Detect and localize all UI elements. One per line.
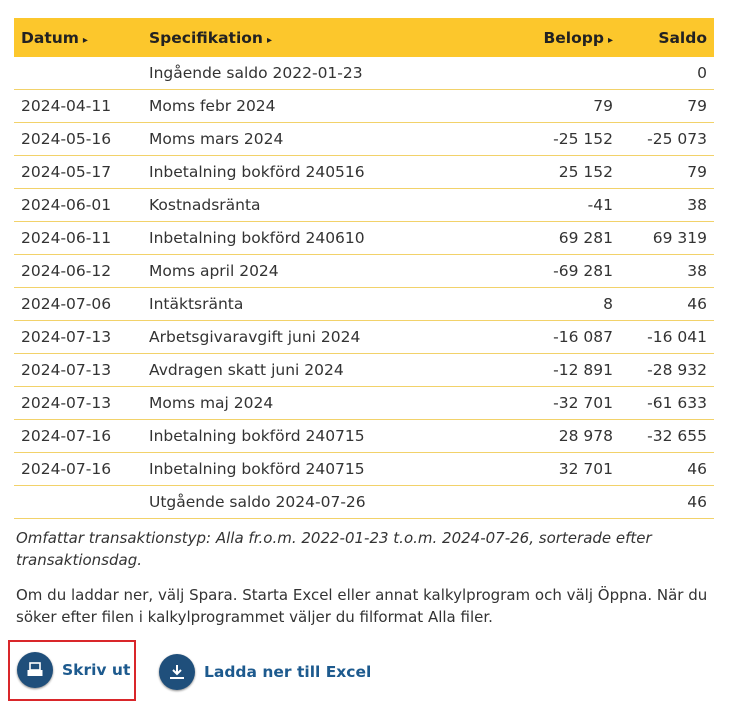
cell <box>456 485 620 519</box>
cell: Utgående saldo 2024-07-26 <box>142 485 456 519</box>
cell: -61 633 <box>620 386 714 420</box>
header-label: Specifikation <box>149 28 263 47</box>
cell: -16 087 <box>456 320 620 354</box>
cell: 2024-07-13 <box>14 386 142 420</box>
cell: 46 <box>620 452 714 486</box>
cell: -12 891 <box>456 353 620 387</box>
cell: -41 <box>456 188 620 222</box>
cell: Inbetalning bokförd 240715 <box>142 452 456 486</box>
table-body: Ingående saldo 2022-01-23 0 2024-04-11 Moms… <box>14 57 714 519</box>
cell: 2024-07-16 <box>14 419 142 453</box>
table-row: 2024-05-17 Inbetalning bokförd 240516 25 1… <box>14 155 714 189</box>
cell: Avdragen skatt juni 2024 <box>142 353 456 387</box>
cell: 69 281 <box>456 221 620 255</box>
cell: Inbetalning bokförd 240516 <box>142 155 456 189</box>
cell: 2024-04-11 <box>14 89 142 123</box>
info-text: Om du laddar ner, välj Spara. Starta Exc… <box>16 586 708 626</box>
cell: Kostnadsränta <box>142 188 456 222</box>
table-row: 2024-07-16 Inbetalning bokförd 240715 28 9… <box>14 419 714 453</box>
print-button[interactable]: Skriv ut <box>17 652 130 688</box>
cell: 2024-06-12 <box>14 254 142 288</box>
cell: 28 978 <box>456 419 620 453</box>
cell: Moms april 2024 <box>142 254 456 288</box>
cell: 38 <box>620 254 714 288</box>
cell: 2024-07-13 <box>14 320 142 354</box>
cell: 2024-07-06 <box>14 287 142 321</box>
cell: -25 073 <box>620 122 714 156</box>
cell: 0 <box>620 57 714 90</box>
cell: Ingående saldo 2022-01-23 <box>142 57 456 90</box>
download-icon <box>159 654 195 690</box>
cell: 79 <box>620 155 714 189</box>
cell: 32 701 <box>456 452 620 486</box>
table-row: 2024-06-01 Kostnadsränta -41 38 <box>14 188 714 222</box>
table-row: Utgående saldo 2024-07-26 46 <box>14 485 714 519</box>
cell: 79 <box>456 89 620 123</box>
cell: -69 281 <box>456 254 620 288</box>
cell: 2024-07-16 <box>14 452 142 486</box>
table-row: 2024-07-16 Inbetalning bokförd 240715 32 7… <box>14 452 714 486</box>
cell: 46 <box>620 287 714 321</box>
cell: Inbetalning bokförd 240610 <box>142 221 456 255</box>
table-row: 2024-07-13 Moms maj 2024 -32 701 -61 633 <box>14 386 714 420</box>
table-row: 2024-06-11 Inbetalning bokförd 240610 69 2… <box>14 221 714 255</box>
cell: Inbetalning bokförd 240715 <box>142 419 456 453</box>
table-row: 2024-07-13 Avdragen skatt juni 2024 -12 89… <box>14 353 714 387</box>
header-label: Saldo <box>658 28 707 47</box>
sort-header[interactable]: Belopp ▸ <box>456 18 620 57</box>
cell: -28 932 <box>620 353 714 387</box>
cell: -25 152 <box>456 122 620 156</box>
transactions-table: Datum ▸ Specifikation ▸ Belopp ▸ Saldo Ingå… <box>14 18 714 519</box>
cell: 8 <box>456 287 620 321</box>
header: Saldo <box>620 18 714 57</box>
table-row: 2024-04-11 Moms febr 2024 79 79 <box>14 89 714 123</box>
table-row: Ingående saldo 2022-01-23 0 <box>14 57 714 90</box>
table-row: 2024-07-06 Intäktsränta 8 46 <box>14 287 714 321</box>
cell: 38 <box>620 188 714 222</box>
cell: Moms mars 2024 <box>142 122 456 156</box>
cell <box>456 57 620 90</box>
cell: Intäktsränta <box>142 287 456 321</box>
cell: Moms febr 2024 <box>142 89 456 123</box>
cell: 79 <box>620 89 714 123</box>
table-row: 2024-07-13 Arbetsgivaravgift juni 2024 -16… <box>14 320 714 354</box>
table-row: 2024-05-16 Moms mars 2024 -25 152 -25 073 <box>14 122 714 156</box>
sort-header[interactable]: Datum ▸ <box>14 18 142 57</box>
button-label: Ladda ner till Excel <box>204 663 372 681</box>
highlight-box <box>8 640 136 701</box>
cell: Moms maj 2024 <box>142 386 456 420</box>
button-label: Skriv ut <box>62 661 131 679</box>
cell: 2024-05-16 <box>14 122 142 156</box>
cell: 2024-05-17 <box>14 155 142 189</box>
cell: 69 319 <box>620 221 714 255</box>
cell: 2024-07-13 <box>14 353 142 387</box>
print-icon <box>17 652 53 688</box>
note: Omfattar transaktionstyp: Alla fr.o.m. 2… <box>16 529 652 569</box>
excel-button[interactable]: Ladda ner till Excel <box>159 654 371 690</box>
cell <box>14 57 142 90</box>
cell: -32 655 <box>620 419 714 453</box>
table-row: 2024-06-12 Moms april 2024 -69 281 38 <box>14 254 714 288</box>
cell <box>14 485 142 519</box>
header-label: Belopp <box>543 28 604 47</box>
header-row: Datum ▸ Specifikation ▸ Belopp ▸ Saldo <box>14 18 714 57</box>
cell: -32 701 <box>456 386 620 420</box>
cell: 46 <box>620 485 714 519</box>
cell: 25 152 <box>456 155 620 189</box>
cell: 2024-06-11 <box>14 221 142 255</box>
cell: -16 041 <box>620 320 714 354</box>
cell: Arbetsgivaravgift juni 2024 <box>142 320 456 354</box>
cell: 2024-06-01 <box>14 188 142 222</box>
header-label: Datum <box>21 28 79 47</box>
sort-header[interactable]: Specifikation ▸ <box>142 18 456 57</box>
